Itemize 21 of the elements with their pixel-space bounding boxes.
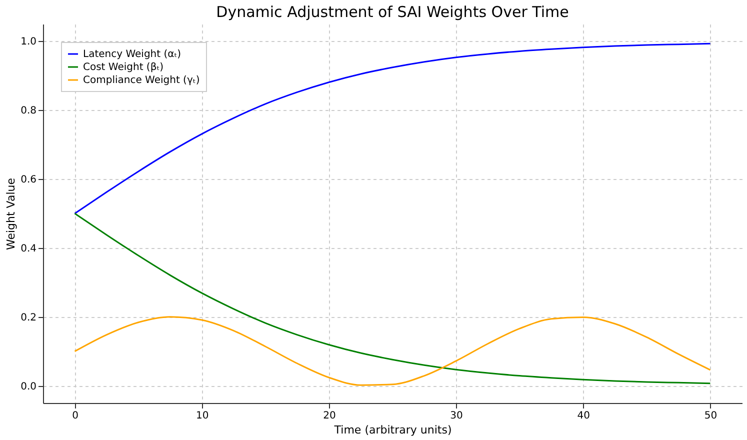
x-tick-label: 40 [577, 410, 590, 422]
x-tick-label: 0 [72, 410, 78, 422]
chart-title: Dynamic Adjustment of SAI Weights Over Time [216, 3, 569, 21]
y-tick-label: 0.2 [20, 312, 36, 324]
x-tick-label: 10 [196, 410, 209, 422]
line-series [74, 316, 711, 386]
x-tick-label: 50 [704, 410, 718, 422]
x-tick-label: 30 [450, 410, 463, 422]
x-tick-label: 20 [323, 410, 336, 422]
line-series [74, 42, 711, 214]
y-tick-label: 0.6 [20, 174, 36, 186]
legend-label: Latency Weight (αₜ) [83, 49, 182, 60]
line-series [74, 212, 711, 384]
y-tick-label: 0.8 [20, 106, 36, 117]
x-axis-title: Time (arbitrary units) [333, 424, 452, 436]
y-tick-label: 1.0 [20, 36, 36, 48]
y-tick-label: 0.0 [20, 381, 36, 392]
y-tick-label: 0.4 [20, 243, 36, 254]
legend-label: Compliance Weight (γₜ) [83, 75, 200, 86]
y-axis-title: Weight Value [4, 178, 18, 250]
legend-label: Cost Weight (βₜ) [83, 62, 164, 73]
